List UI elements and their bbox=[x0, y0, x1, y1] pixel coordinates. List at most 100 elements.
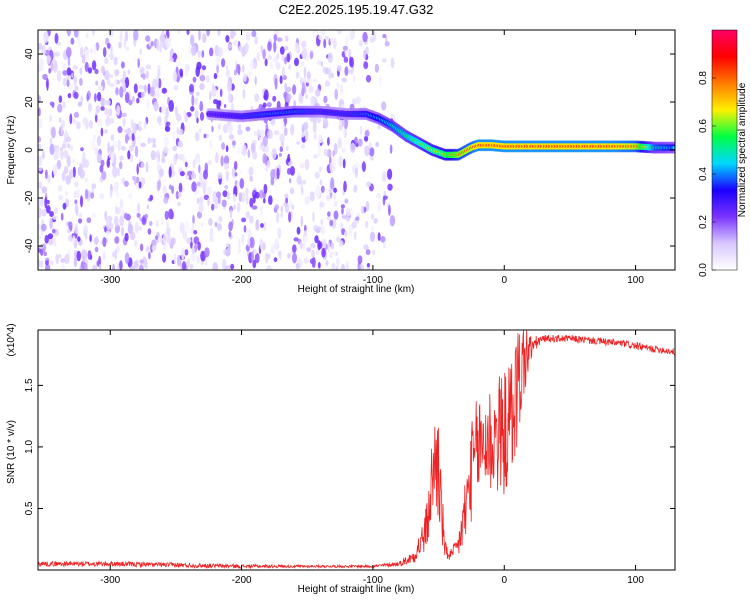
spectrogram-noise-cell bbox=[361, 161, 366, 172]
spectrogram-noise-cell bbox=[119, 161, 123, 170]
spectrogram-noise-cell bbox=[314, 235, 319, 244]
spectrogram-noise-cell bbox=[144, 213, 149, 219]
spectrogram-y-tick-label: -40 bbox=[24, 238, 35, 253]
snr-x-tick-label: 0 bbox=[501, 575, 507, 586]
spectrogram-noise-cell bbox=[123, 212, 128, 219]
spectrogram-noise-cell bbox=[179, 171, 185, 177]
spectrogram-noise-cell bbox=[290, 124, 295, 136]
spectrogram-noise-cell bbox=[256, 51, 261, 62]
spectrogram-noise-cell bbox=[233, 204, 237, 211]
spectrogram-noise-cell bbox=[225, 145, 229, 153]
spectrogram-noise-cell bbox=[227, 92, 232, 103]
spectrogram-noise-cell bbox=[145, 70, 149, 79]
spectrogram-noise-cell bbox=[287, 253, 291, 259]
spectrogram-noise-cell bbox=[359, 163, 362, 169]
spectrogram-noise-cell bbox=[357, 138, 363, 147]
spectrogram-noise-cell bbox=[247, 149, 251, 159]
spectrogram-noise-cell bbox=[284, 57, 287, 65]
spectrogram-noise-cell bbox=[331, 262, 336, 270]
spectrogram-noise-cell bbox=[196, 157, 199, 166]
spectrogram-noise-cell bbox=[130, 231, 136, 241]
spectrogram-noise-cell bbox=[45, 263, 51, 270]
spectrogram-noise-cell bbox=[249, 59, 254, 71]
spectrogram-noise-cell bbox=[97, 91, 102, 102]
spectrogram-noise-cell bbox=[110, 134, 115, 142]
spectrogram-noise-cell bbox=[60, 212, 64, 221]
spectrogram-noise-cell bbox=[389, 215, 396, 227]
spectrogram-noise-cell bbox=[387, 168, 393, 180]
spectrogram-noise-cell bbox=[54, 147, 60, 160]
spectrogram-noise-cell bbox=[87, 102, 92, 113]
spectrogram-noise-cell bbox=[252, 205, 258, 210]
spectrogram-noise-cell bbox=[225, 69, 230, 78]
spectrogram-noise-cell bbox=[201, 65, 207, 71]
spectrogram-noise-cell bbox=[196, 197, 200, 205]
spectrogram-noise-cell bbox=[79, 77, 83, 86]
spectrogram-noise-cell bbox=[274, 30, 279, 35]
spectrogram-noise-cell bbox=[117, 139, 121, 152]
spectrogram-noise-cell bbox=[341, 207, 344, 215]
spectrogram-noise-cell bbox=[109, 83, 115, 88]
spectrogram-noise-cell bbox=[327, 137, 330, 146]
spectrogram-noise-cell bbox=[66, 67, 72, 76]
spectrogram-noise-cell bbox=[309, 258, 315, 265]
spectrogram-noise-cell bbox=[362, 171, 366, 177]
spectrogram-noise-cell bbox=[234, 160, 238, 171]
spectrogram-noise-cell bbox=[249, 197, 254, 208]
spectrogram-noise-cell bbox=[130, 119, 134, 129]
spectrogram-noise-cell bbox=[157, 68, 161, 78]
spectrogram-noise-cell bbox=[192, 76, 197, 83]
spectrogram-noise-cell bbox=[124, 133, 129, 144]
spectrogram-noise-cell bbox=[233, 69, 238, 76]
spectrogram-noise-cell bbox=[222, 190, 228, 198]
spectrogram-noise-cell bbox=[340, 263, 346, 270]
spectrogram-noise-cell bbox=[346, 260, 349, 270]
spectrogram-noise-cell bbox=[53, 164, 57, 177]
spectrogram-noise-cell bbox=[206, 186, 212, 195]
spectrogram-noise-cell bbox=[69, 169, 74, 180]
snr-y-tick-label: 0.5 bbox=[24, 501, 35, 515]
spectrogram-noise-cell bbox=[94, 114, 98, 123]
spectrogram-noise-cell bbox=[166, 234, 172, 245]
spectrogram-noise-cell bbox=[104, 117, 111, 127]
spectrogram-noise-cell bbox=[318, 166, 322, 173]
spectrogram-noise-cell bbox=[299, 241, 303, 250]
spectrogram-noise-cell bbox=[66, 46, 72, 58]
spectrogram-noise-cell bbox=[301, 187, 304, 196]
spectrogram-noise-cell bbox=[329, 219, 334, 227]
spectrogram-noise-cell bbox=[338, 124, 343, 131]
spectrogram-noise-cell bbox=[55, 253, 60, 265]
spectrogram-noise-cell bbox=[302, 179, 307, 185]
spectrogram-noise-cell bbox=[374, 63, 379, 73]
spectrogram-noise-cell bbox=[262, 102, 267, 108]
spectrogram-noise-cell bbox=[49, 211, 54, 217]
spectrogram-noise-cell bbox=[114, 236, 120, 244]
spectrogram-noise-cell bbox=[382, 171, 387, 182]
spectrogram-noise-cell bbox=[66, 229, 71, 234]
spectrogram-noise-cell bbox=[128, 223, 134, 235]
spectrogram-noise-cell bbox=[337, 30, 342, 35]
spectrogram-noise-cell bbox=[194, 109, 199, 120]
spectrogram-noise-cell bbox=[276, 53, 280, 60]
spectrogram-noise-cell bbox=[352, 75, 356, 83]
spectrogram-noise-cell bbox=[56, 159, 62, 170]
spectrogram-noise-cell bbox=[149, 86, 155, 97]
snr-y-tick-label: 1.0 bbox=[24, 440, 35, 454]
spectrogram-noise-cell bbox=[259, 189, 264, 199]
spectrogram-noise-cell bbox=[227, 122, 233, 135]
spectrogram-noise-cell bbox=[371, 225, 375, 232]
spectrogram-noise-cell bbox=[355, 216, 360, 221]
spectrogram-noise-cell bbox=[77, 101, 83, 107]
spectrogram-noise-cell bbox=[326, 149, 332, 158]
spectrogram-noise-cell bbox=[140, 162, 145, 169]
spectrogram-noise-cell bbox=[333, 192, 337, 201]
spectrogram-noise-cell bbox=[338, 240, 344, 247]
spectrogram-noise-cell bbox=[238, 192, 242, 203]
spectrogram-noise-cell bbox=[273, 40, 277, 53]
spectrogram-noise-cell bbox=[120, 226, 125, 236]
spectrogram-noise-cell bbox=[176, 76, 180, 83]
spectrogram-noise-cell bbox=[179, 68, 184, 77]
spectrogram-noise-cell bbox=[252, 194, 256, 204]
spectrogram-noise-cell bbox=[65, 175, 71, 185]
spectrogram-noise-cell bbox=[228, 134, 235, 140]
